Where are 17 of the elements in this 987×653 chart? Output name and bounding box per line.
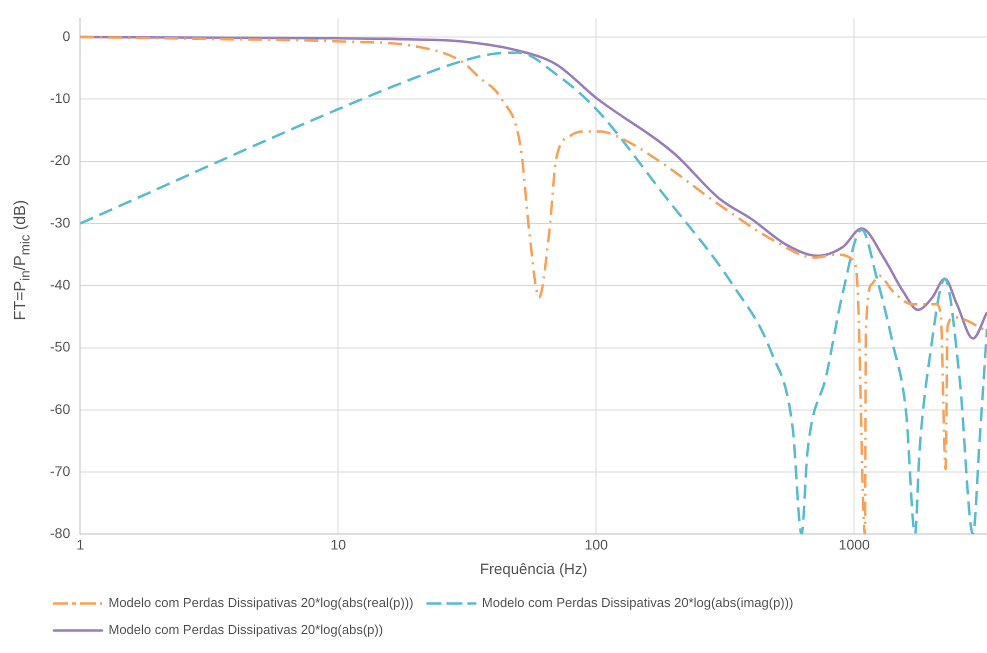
y-tick-label: -50 bbox=[50, 338, 70, 355]
y-tick-label: -10 bbox=[50, 90, 70, 106]
x-tick-label: 1000 bbox=[838, 536, 870, 552]
y-tick-label: -80 bbox=[50, 525, 70, 542]
y-tick-label: 0 bbox=[62, 28, 70, 44]
legend-label: Modelo com Perdas Dissipativas 20*log(abs(p)) bbox=[108, 622, 384, 638]
x-axis-title: Frequência (Hz) bbox=[480, 561, 588, 578]
y-tick-label: -40 bbox=[50, 276, 70, 292]
x-tick-label: 100 bbox=[584, 536, 608, 552]
y-tick-label: -70 bbox=[50, 462, 70, 479]
x-tick-label: 10 bbox=[330, 536, 346, 552]
y-tick-label: -20 bbox=[50, 152, 70, 168]
legend-label: Modelo com Perdas Dissipativas 20*log(abs(real(p))) bbox=[108, 595, 414, 610]
x-tick-label: 1 bbox=[76, 536, 84, 552]
y-tick-label: -60 bbox=[50, 400, 70, 417]
y-tick-label: -30 bbox=[50, 214, 70, 230]
legend-label: Modelo com Perdas Dissipativas 20*log(abs(imag(p))) bbox=[482, 595, 794, 610]
